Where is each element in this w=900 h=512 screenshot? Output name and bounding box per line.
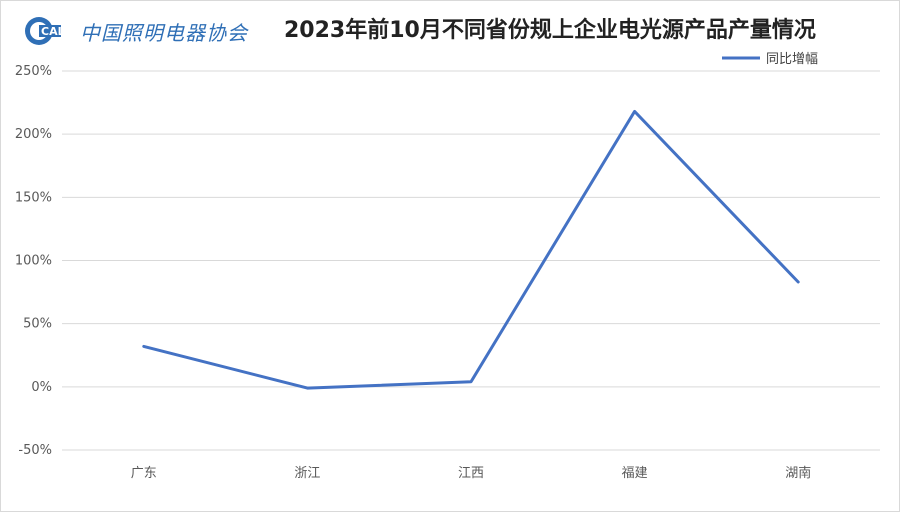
x-tick-label: 浙江	[294, 466, 320, 481]
x-tick-label: 江西	[458, 466, 484, 481]
org-name: 中国照明电器协会	[80, 20, 248, 45]
y-tick-label: 150%	[15, 190, 52, 205]
x-tick-label: 湖南	[785, 465, 811, 481]
x-axis-labels: 广东 浙江 江西 福建 湖南	[131, 465, 811, 481]
series-layer	[142, 109, 800, 390]
y-tick-label: 50%	[23, 317, 52, 332]
x-tick-label: 广东	[131, 466, 157, 481]
x-tick-label: 福建	[622, 466, 648, 481]
y-tick-label: 0%	[31, 380, 52, 395]
y-tick-label: 250%	[15, 64, 52, 79]
y-tick-label: 100%	[15, 254, 52, 269]
y-tick-label: -50%	[18, 443, 52, 458]
y-tick-label: 200%	[15, 127, 52, 142]
legend-label: 同比增幅	[766, 52, 818, 67]
logo-badge-text: CALI	[41, 25, 69, 38]
series-line	[142, 109, 800, 390]
chart-title: 2023年前10月不同省份规上企业电光源产品产量情况	[284, 18, 816, 43]
y-axis-labels: -50% 0% 50% 100% 150% 200% 250%	[15, 64, 52, 458]
org-logo: CALI 中国照明电器协会	[22, 14, 248, 48]
gridlines	[62, 70, 880, 451]
cali-badge-icon: CALI	[22, 14, 72, 48]
legend: 同比增幅	[722, 52, 818, 67]
